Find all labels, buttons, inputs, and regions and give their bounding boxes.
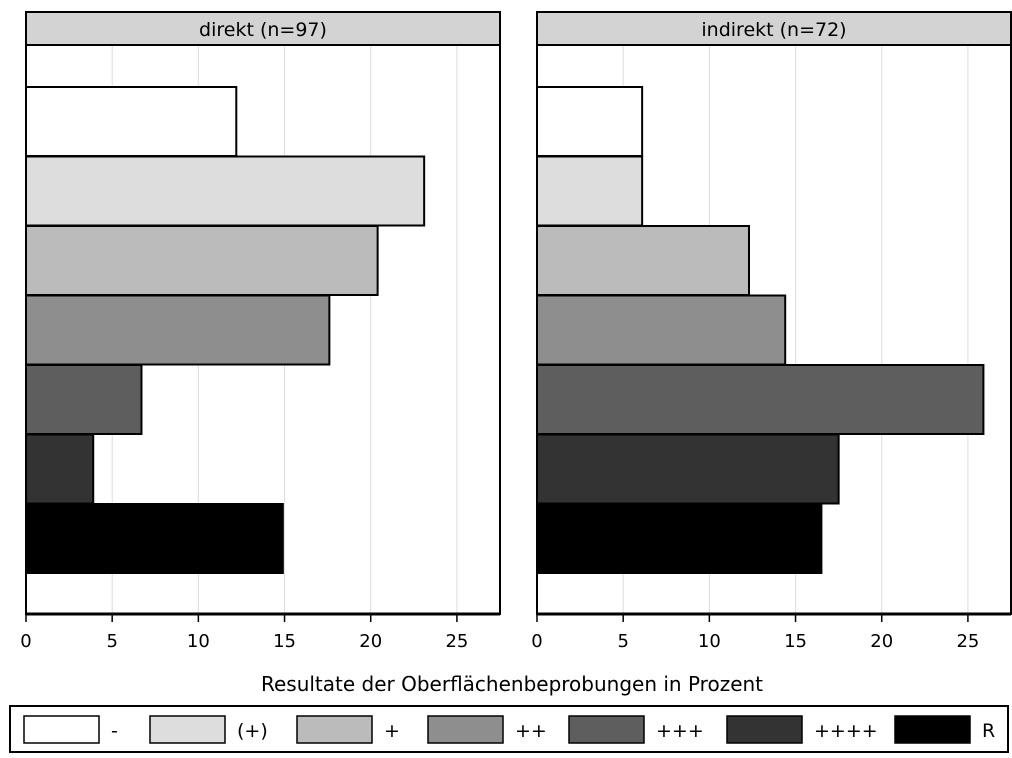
- bar-2: [25, 155, 426, 227]
- panel-direkt: direkt (n=97) 0 5 10 15 20 25: [20, 11, 501, 652]
- bar-3: [536, 225, 751, 296]
- bar-2: [536, 155, 644, 227]
- legend-item: +: [296, 715, 400, 744]
- bar-5: [25, 364, 143, 435]
- bar-6: [536, 433, 840, 505]
- x-tick-label: 25: [445, 631, 468, 652]
- panel-strip: [25, 11, 501, 46]
- legend-item: -: [23, 715, 118, 744]
- bar-4: [25, 294, 331, 366]
- legend-swatch: [296, 715, 373, 744]
- bar-1: [536, 86, 644, 157]
- legend-item: (+): [149, 715, 268, 744]
- legend-swatch: [427, 715, 504, 744]
- legend-item: +++: [568, 715, 704, 744]
- x-tick-label: 0: [531, 631, 542, 652]
- x-tick-label: 10: [698, 631, 721, 652]
- legend-label: ++++: [814, 720, 878, 742]
- x-tick-label: 15: [273, 631, 296, 652]
- legend-label: +: [384, 720, 400, 742]
- bar-4: [536, 294, 787, 366]
- x-tick-label: 10: [187, 631, 210, 652]
- legend-label: ++: [515, 720, 547, 742]
- bar-5: [536, 364, 985, 435]
- x-tick-label: 5: [106, 631, 117, 652]
- legend-item: R: [894, 715, 995, 744]
- x-tick-label: 20: [870, 631, 893, 652]
- legend-swatch: [23, 715, 100, 744]
- legend: - (+) + ++ +++ ++++ R: [9, 705, 1009, 753]
- panel-title: direkt (n=97): [199, 19, 327, 41]
- bar-7: [536, 503, 823, 574]
- legend-label: -: [111, 720, 118, 742]
- x-axis-title: Resultate der Oberflächenbeprobungen in …: [261, 672, 763, 696]
- bar-7: [25, 503, 284, 574]
- legend-item: ++: [427, 715, 547, 744]
- legend-label: R: [982, 720, 995, 742]
- panel-title: indirekt (n=72): [701, 19, 846, 41]
- legend-label: +++: [656, 720, 704, 742]
- x-tick-label: 15: [784, 631, 807, 652]
- x-tick-label: 20: [359, 631, 382, 652]
- bar-3: [25, 225, 379, 296]
- panel-strip: [536, 11, 1012, 46]
- legend-swatch: [726, 715, 803, 744]
- bar-1: [25, 86, 238, 157]
- x-tick-label: 0: [20, 631, 31, 652]
- legend-label: (+): [237, 720, 268, 742]
- legend-swatch: [149, 715, 226, 744]
- x-tick-label: 25: [956, 631, 979, 652]
- panel-indirekt: indirekt (n=72) 0 5 10 15 20 25: [531, 11, 1012, 652]
- bar-6: [25, 433, 95, 505]
- legend-swatch: [568, 715, 645, 744]
- x-tick-label: 5: [617, 631, 628, 652]
- legend-item: ++++: [726, 715, 878, 744]
- legend-swatch: [894, 715, 971, 744]
